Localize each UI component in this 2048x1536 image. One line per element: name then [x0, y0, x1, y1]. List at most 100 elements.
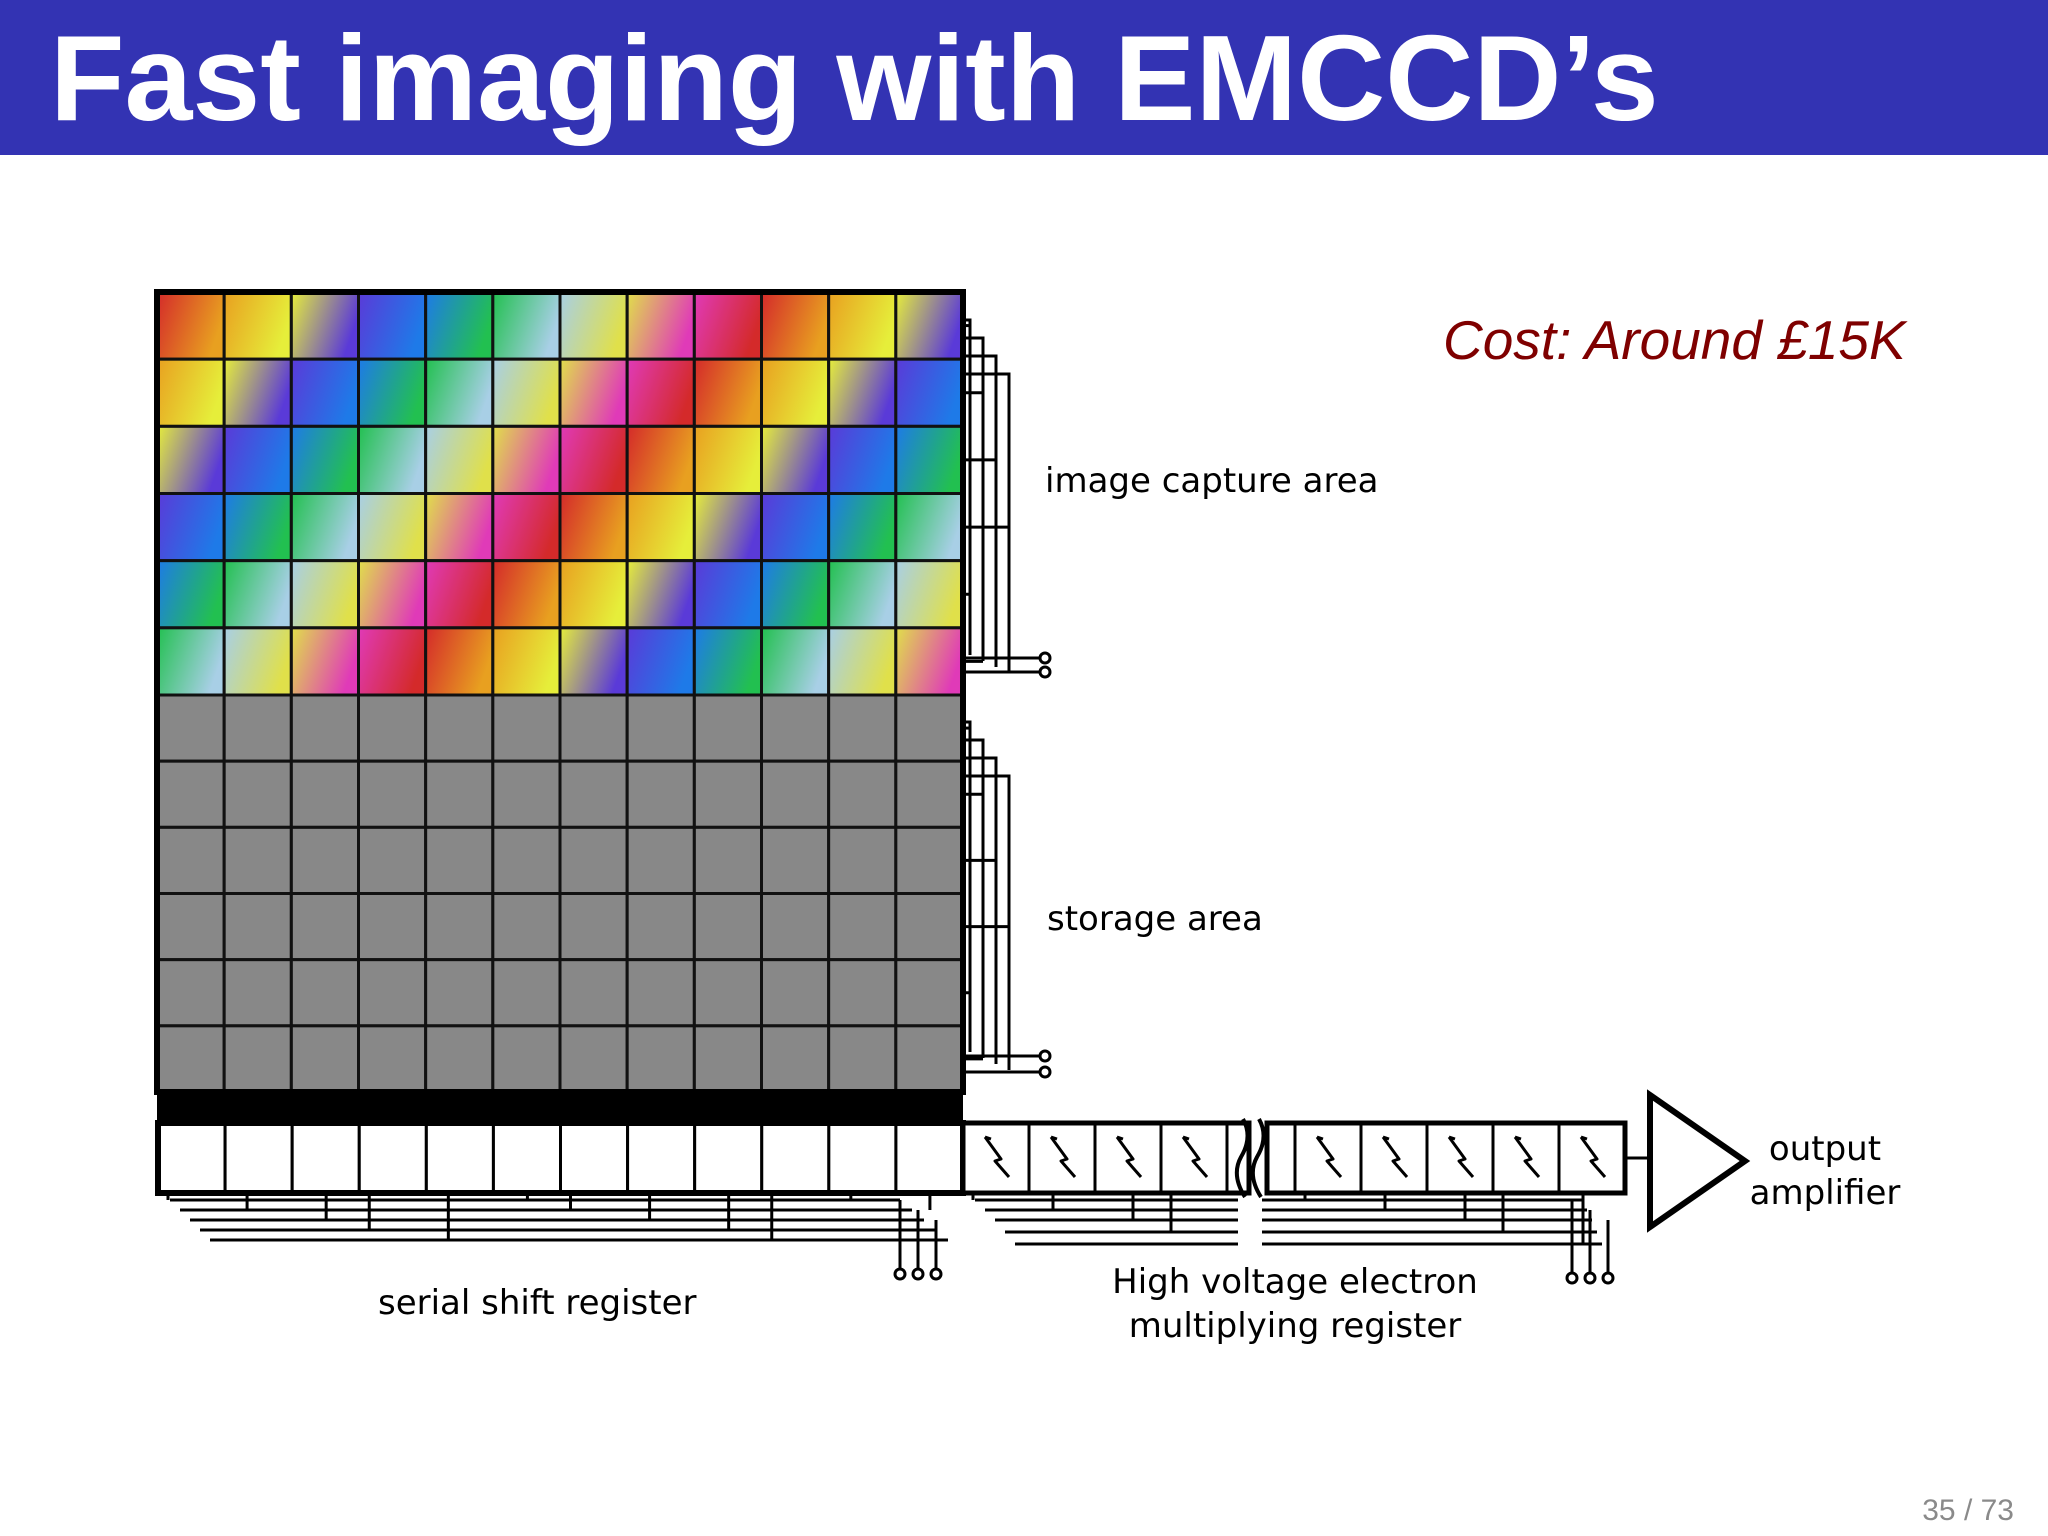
clock-line — [963, 372, 1011, 673]
serial-register-cell — [290, 1121, 361, 1195]
serial-register-cell — [827, 1121, 898, 1195]
storage-pixel — [625, 958, 696, 1028]
capture-pixel — [760, 626, 831, 697]
storage-pixel — [289, 693, 361, 763]
capture-pixel — [491, 559, 562, 630]
capture-pixel — [222, 290, 293, 361]
capture-pixel — [625, 559, 696, 630]
multiplying-register-cell — [1293, 1121, 1363, 1195]
lightning-icon — [1381, 1135, 1409, 1178]
image-capture-area-label: image capture area — [1045, 461, 1379, 501]
storage-pixel — [155, 1024, 226, 1094]
capture-pixel — [424, 290, 495, 361]
lightning-icon — [1115, 1135, 1143, 1178]
storage-pixel — [222, 958, 293, 1028]
capture-pixel — [692, 559, 763, 630]
capture-pixel — [692, 290, 763, 361]
storage-pixel — [289, 958, 361, 1028]
storage-pixel — [692, 825, 763, 895]
storage-pixel — [692, 892, 763, 962]
storage-pixel — [155, 958, 226, 1028]
clock-terminal — [1038, 1065, 1052, 1079]
page-total: 73 — [1980, 1494, 2014, 1527]
storage-pixel — [491, 892, 562, 962]
capture-pixel — [357, 626, 428, 697]
storage-pixel — [558, 759, 629, 829]
capture-pixel — [894, 290, 965, 361]
capture-pixel — [558, 357, 629, 428]
clock-terminal — [929, 1267, 943, 1281]
output-amplifier — [1647, 1089, 1751, 1233]
storage-pixel — [424, 693, 495, 763]
storage-pixel — [760, 1024, 831, 1094]
clock-terminal — [1038, 1049, 1052, 1063]
storage-pixel — [558, 958, 629, 1028]
capture-pixel — [894, 424, 965, 496]
storage-pixel — [357, 892, 428, 962]
capture-pixel — [289, 559, 361, 630]
storage-pixel — [289, 1024, 361, 1094]
storage-pixel — [760, 892, 831, 962]
capture-pixel — [289, 424, 361, 496]
storage-pixel — [289, 825, 361, 895]
capture-pixel — [692, 357, 763, 428]
capture-pixel — [491, 492, 562, 563]
capture-pixel — [625, 357, 696, 428]
storage-pixel — [155, 892, 226, 962]
storage-pixel — [424, 1024, 495, 1094]
capture-pixel — [827, 424, 898, 496]
serial-register-cell — [424, 1121, 495, 1195]
storage-pixel — [357, 1024, 428, 1094]
storage-pixel — [894, 1024, 965, 1094]
clock-terminal — [1583, 1271, 1597, 1285]
multiplying-register-cell — [1159, 1121, 1229, 1195]
storage-pixel — [760, 958, 831, 1028]
storage-pixel — [625, 693, 696, 763]
serial-register-cell — [156, 1121, 227, 1195]
capture-pixel — [760, 492, 831, 563]
clock-terminal — [1038, 665, 1052, 679]
capture-pixel — [289, 626, 361, 697]
capture-pixel — [491, 424, 562, 496]
clock-line — [963, 720, 972, 1052]
capture-pixel — [424, 559, 495, 630]
storage-pixel — [222, 825, 293, 895]
capture-pixel — [760, 424, 831, 496]
storage-pixel — [760, 693, 831, 763]
storage-pixel — [625, 1024, 696, 1094]
serial-register-cell — [626, 1121, 697, 1195]
title-bar: Fast imaging with EMCCD’s — [0, 0, 2048, 155]
capture-pixel — [222, 559, 293, 630]
storage-pixel — [155, 693, 226, 763]
capture-pixel — [692, 424, 763, 496]
capture-pixel — [222, 357, 293, 428]
capture-pixel — [558, 424, 629, 496]
capture-pixel — [827, 492, 898, 563]
capture-pixel — [222, 492, 293, 563]
capture-pixel — [827, 357, 898, 428]
storage-pixel — [491, 693, 562, 763]
storage-pixel — [357, 693, 428, 763]
storage-pixel — [625, 892, 696, 962]
capture-pixel — [424, 424, 495, 496]
serial-register-cell — [357, 1121, 428, 1195]
capture-pixel — [491, 357, 562, 428]
storage-pixel — [357, 825, 428, 895]
storage-pixel — [558, 693, 629, 763]
capture-pixel — [625, 626, 696, 697]
capture-pixel — [424, 626, 495, 697]
capture-pixel — [625, 290, 696, 361]
storage-pixel — [222, 693, 293, 763]
capture-pixel — [357, 424, 428, 496]
capture-pixel — [424, 357, 495, 428]
storage-pixel — [491, 1024, 562, 1094]
storage-pixel — [155, 825, 226, 895]
serial-register-cell — [223, 1121, 294, 1195]
register-break-left — [1234, 1118, 1250, 1199]
multiplying-register-cell — [1359, 1121, 1429, 1195]
storage-pixel — [491, 759, 562, 829]
capture-pixel — [491, 290, 562, 361]
storage-pixel — [827, 1024, 898, 1094]
storage-pixel — [424, 958, 495, 1028]
register-break-right — [1250, 1118, 1266, 1199]
